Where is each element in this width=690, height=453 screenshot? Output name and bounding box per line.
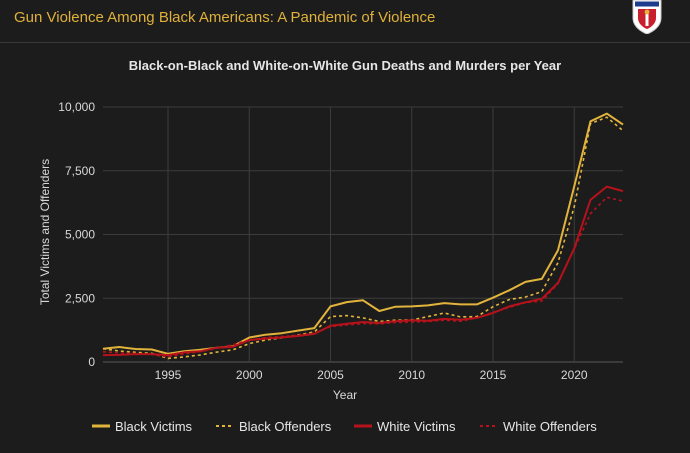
legend-label: Black Victims xyxy=(115,419,193,434)
legend-label: White Victims xyxy=(377,419,456,434)
page-header: Gun Violence Among Black Americans: A Pa… xyxy=(0,0,690,43)
legend: Black Victims Black Offenders White Victim… xyxy=(92,419,597,434)
series-line-white-victims xyxy=(102,185,624,357)
y-axis-label: Total Victims and Offenders xyxy=(38,159,52,305)
x-tick-label: 2010 xyxy=(398,368,425,382)
y-tick-label: 2,500 xyxy=(65,291,95,305)
x-tick-label: 2020 xyxy=(561,368,588,382)
y-tick-label: 10,000 xyxy=(58,100,95,114)
series-line-black-offenders xyxy=(102,116,624,360)
gridlines xyxy=(103,106,623,363)
page-title: Gun Violence Among Black Americans: A Pa… xyxy=(14,9,436,26)
legend-label: White Offenders xyxy=(503,419,597,434)
series-line-black-victims xyxy=(102,112,624,355)
x-tick-label: 2015 xyxy=(480,368,507,382)
series-lines xyxy=(102,112,624,360)
x-axis-label: Year xyxy=(333,388,357,402)
y-tick-label: 5,000 xyxy=(65,228,95,242)
chart-title: Black-on-Black and White-on-White Gun De… xyxy=(129,58,561,73)
x-tick-label: 1995 xyxy=(155,368,182,382)
shield-logo-icon xyxy=(632,0,662,34)
y-tick-label: 7,500 xyxy=(65,164,95,178)
y-axis-ticks: 0 2,500 5,000 7,500 10,000 xyxy=(58,100,95,369)
x-tick-label: 2005 xyxy=(317,368,344,382)
legend-label: Black Offenders xyxy=(239,419,332,434)
series-line-white-offenders xyxy=(102,196,624,358)
x-axis-ticks: 1995 2000 2005 2010 2015 2020 xyxy=(155,368,588,382)
line-chart: Black-on-Black and White-on-White Gun De… xyxy=(38,58,624,434)
y-tick-label: 0 xyxy=(88,355,95,369)
x-tick-label: 2000 xyxy=(236,368,263,382)
